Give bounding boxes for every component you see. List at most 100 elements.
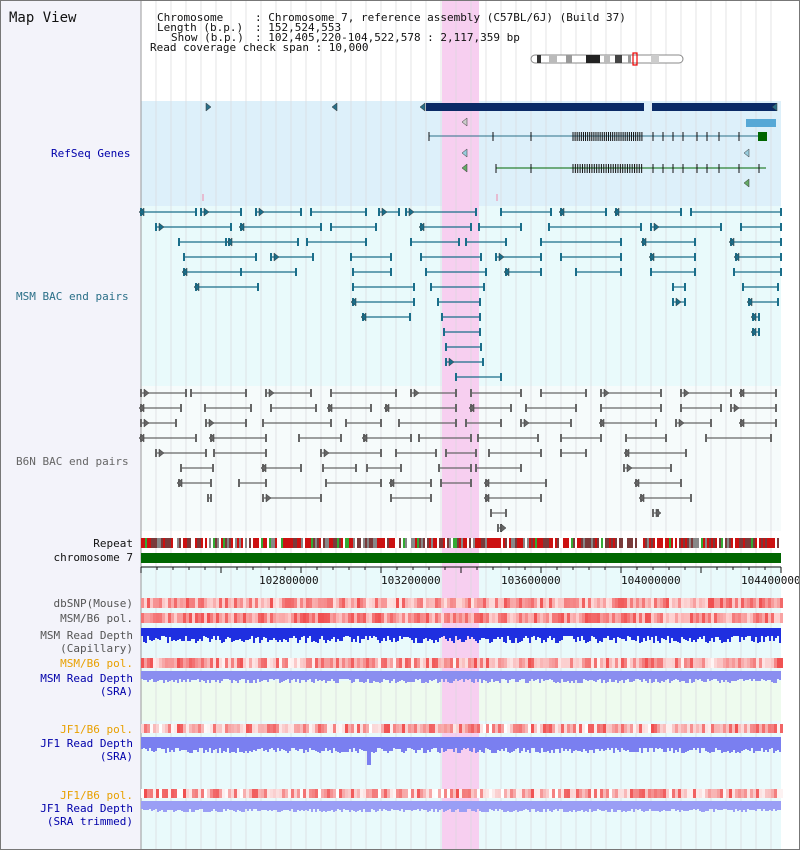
read-depth-bar <box>355 737 357 751</box>
heat-cell <box>606 613 609 623</box>
read-depth-bar <box>531 671 533 679</box>
heat-cell <box>510 658 513 668</box>
read-depth-bar <box>449 628 451 638</box>
read-depth-bar <box>305 801 307 810</box>
repeat-feature <box>603 538 605 548</box>
heat-cell <box>489 598 492 608</box>
heat-cell <box>144 724 147 733</box>
read-depth-bar <box>731 801 733 810</box>
read-depth-bar <box>749 737 751 751</box>
heat-cell <box>630 789 633 798</box>
heat-cell <box>744 658 747 668</box>
repeat-feature <box>741 538 743 548</box>
heat-cell <box>192 613 195 623</box>
read-depth-bar <box>343 801 345 809</box>
read-depth-bar <box>501 628 503 637</box>
ideogram-position-marker <box>632 52 638 66</box>
read-depth-bar <box>663 628 665 639</box>
msm-bac-end <box>312 253 314 261</box>
read-depth-bar <box>513 628 515 643</box>
read-depth-bar <box>315 628 317 642</box>
read-depth-bar <box>411 737 413 749</box>
heat-cell <box>543 789 546 798</box>
heat-cell <box>585 658 588 668</box>
read-depth-bar <box>327 671 329 681</box>
b6n-bac-marker <box>176 478 183 488</box>
heat-cell <box>537 789 540 798</box>
read-depth-bar <box>367 628 369 640</box>
read-depth-bar <box>335 671 337 683</box>
read-depth-bar <box>513 671 515 679</box>
read-depth-bar <box>565 628 567 636</box>
read-depth-bar <box>453 628 455 643</box>
msm-bac-end <box>479 328 481 336</box>
track-label-msm-bac[interactable]: MSM BAC end pairs <box>16 290 129 303</box>
heat-cell <box>585 598 588 608</box>
heat-cell <box>396 724 399 733</box>
heat-cell <box>231 613 234 623</box>
heat-cell <box>336 724 339 733</box>
read-depth-bar <box>573 628 575 639</box>
read-depth-bar <box>167 671 169 682</box>
msm-bac-marker <box>418 222 425 232</box>
track-label-b6n-bac[interactable]: B6N BAC end pairs <box>16 455 129 468</box>
heat-cell <box>762 598 765 608</box>
read-depth-bar <box>425 671 427 682</box>
read-depth-bar <box>369 801 371 812</box>
repeat-feature <box>305 538 307 548</box>
read-depth-bar <box>623 628 625 639</box>
msm-bac-end <box>398 208 400 216</box>
heat-cell <box>456 724 459 733</box>
heat-cell <box>660 598 663 608</box>
heat-cell <box>624 598 627 608</box>
read-depth-bar <box>477 628 479 643</box>
msm-bac-end <box>560 253 562 261</box>
read-depth-bar <box>285 801 287 810</box>
read-depth-bar <box>167 801 169 810</box>
heat-cell <box>453 789 456 798</box>
heat-cell <box>528 789 531 798</box>
heat-cell <box>702 658 705 668</box>
msm-bac-end <box>758 328 760 336</box>
heat-cell <box>369 598 372 608</box>
heat-cell <box>510 598 513 608</box>
heat-cell <box>627 789 630 798</box>
read-depth-bar <box>297 737 299 751</box>
read-depth-bar <box>301 801 303 810</box>
repeat-feature <box>371 538 373 548</box>
read-depth-bar <box>267 801 269 811</box>
read-depth-bar <box>691 737 693 750</box>
msm-bac-end <box>680 208 682 216</box>
heat-cell <box>381 613 384 623</box>
read-depth-bar <box>685 671 687 683</box>
read-depth-bar <box>173 628 175 640</box>
repeat-feature <box>549 538 551 548</box>
msm-bac-marker <box>498 252 505 262</box>
heat-cell <box>342 613 345 623</box>
heat-cell <box>366 724 369 733</box>
read-depth-bar <box>373 671 375 681</box>
read-depth-bar <box>155 801 157 809</box>
read-depth-bar <box>327 801 329 811</box>
heat-cell <box>405 658 408 668</box>
read-depth-bar <box>315 801 317 812</box>
read-depth-bar <box>481 628 483 638</box>
read-depth-bar <box>719 671 721 683</box>
read-depth-bar <box>391 671 393 681</box>
read-depth-bar <box>645 628 647 641</box>
b6n-bac-end <box>525 404 527 412</box>
heat-cell <box>480 724 483 733</box>
repeat-feature <box>433 538 435 548</box>
read-depth-bar <box>663 801 665 810</box>
repeat-feature <box>155 538 157 548</box>
track-label-refseq[interactable]: RefSeq Genes <box>51 147 131 160</box>
read-depth-bar <box>205 671 207 683</box>
repeat-feature <box>779 538 781 548</box>
repeat-feature <box>295 538 297 548</box>
repeat-feature <box>273 538 275 548</box>
read-depth-bar <box>417 671 419 680</box>
repeat-feature <box>583 538 585 548</box>
read-depth-bar <box>533 737 535 748</box>
read-depth-bar <box>349 801 351 812</box>
